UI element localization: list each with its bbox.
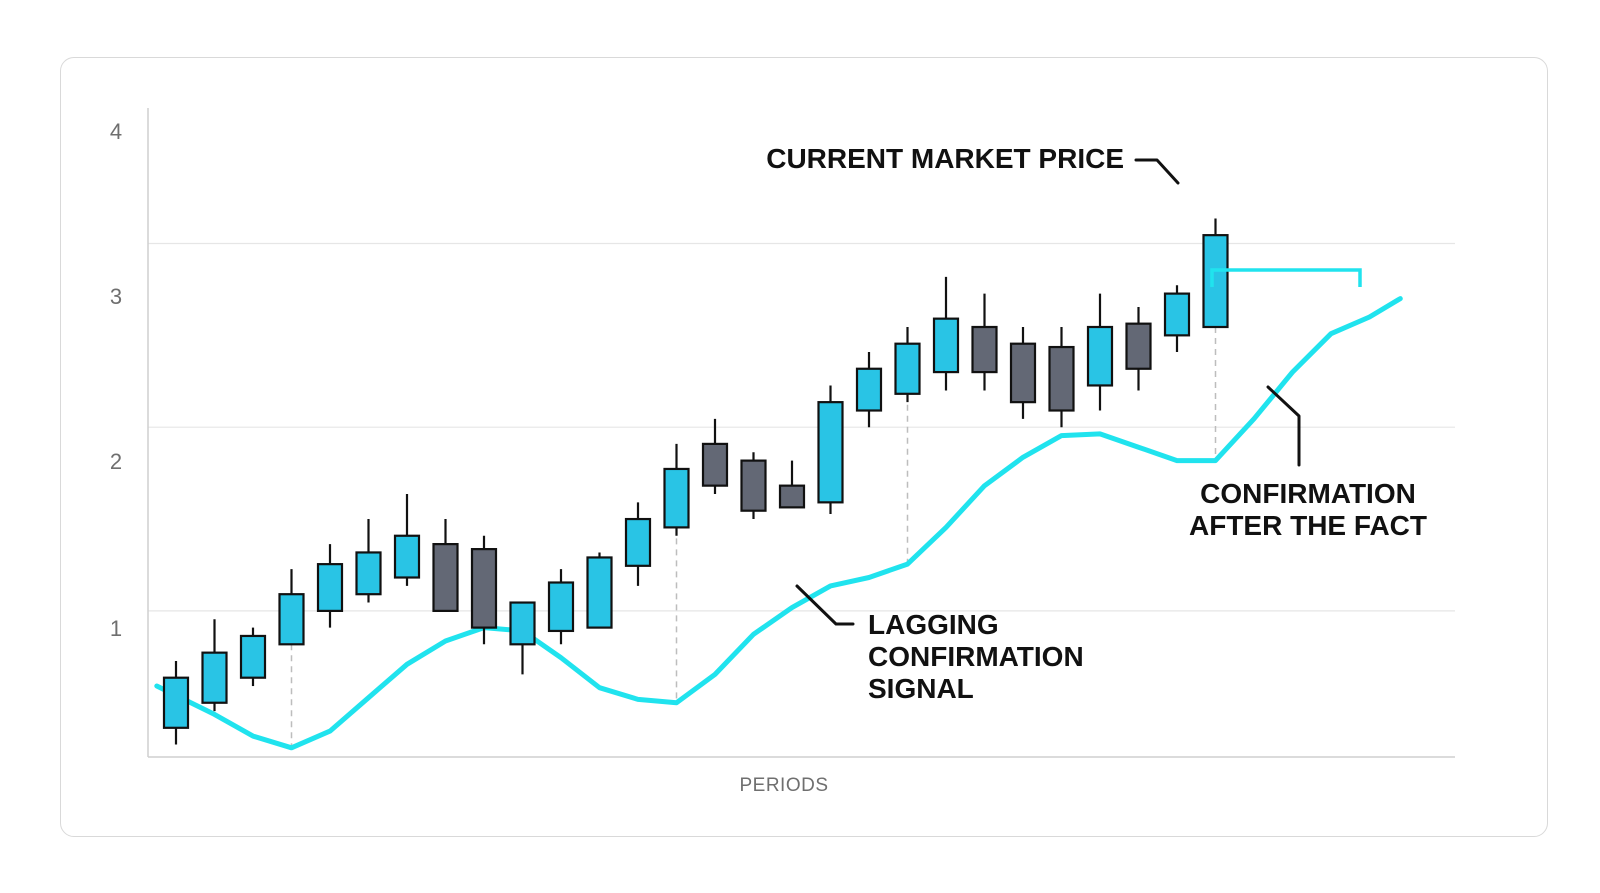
candle: [971, 293, 998, 391]
annotation-confirmation-after-fact-line: AFTER THE FACT: [1189, 510, 1427, 541]
candle-body: [547, 581, 575, 633]
axes: [147, 108, 1455, 758]
lagging-pointer: [795, 584, 855, 626]
candle-body: [509, 601, 536, 646]
candle-body: [278, 593, 305, 646]
candle: [778, 460, 806, 509]
candle: [547, 569, 575, 645]
lagging-line-layer: [154, 296, 1403, 751]
candle-body: [432, 542, 459, 612]
candle: [586, 552, 613, 629]
annotation-lagging-signal-line: CONFIRMATION: [868, 641, 1084, 672]
candle: [1202, 218, 1229, 329]
candle: [239, 627, 267, 687]
dashed-markers: [290, 327, 1217, 748]
candle-body: [393, 534, 421, 579]
candle-body: [663, 467, 690, 529]
candle: [740, 452, 767, 520]
y-tick-labels: 1 2 3 4: [110, 119, 122, 641]
annotation-lagging-signal-line: SIGNAL: [868, 673, 974, 704]
confirmation-bracket: [1210, 268, 1362, 287]
candle: [1125, 306, 1152, 391]
candle-body: [701, 442, 729, 487]
candle: [817, 385, 844, 515]
candle-body: [470, 548, 498, 629]
candle: [624, 502, 652, 586]
candle-body: [1048, 345, 1075, 412]
candle-body: [201, 651, 228, 704]
candle-body: [239, 634, 267, 679]
candle-body: [817, 401, 844, 504]
candle: [201, 619, 228, 712]
candle: [1086, 293, 1114, 411]
candle-body: [855, 367, 883, 412]
candle-body: [740, 459, 767, 512]
candle-body: [778, 484, 806, 509]
candle-body: [1086, 325, 1114, 387]
annotation-lagging-signal-line: LAGGING: [868, 609, 999, 640]
candle-body: [624, 517, 652, 567]
candle-body: [1202, 234, 1229, 329]
candle: [509, 601, 536, 675]
grid-lines: [148, 242, 1455, 612]
candle: [1009, 327, 1037, 419]
y-tick-label: 4: [110, 119, 122, 144]
annotation-confirmation-after-fact-line: CONFIRMATION: [1200, 478, 1416, 509]
candle: [316, 544, 344, 628]
candle: [470, 535, 498, 645]
candle: [701, 418, 729, 494]
candle: [1048, 327, 1075, 428]
candle-body: [355, 551, 382, 596]
x-axis-label: PERIODS: [739, 775, 828, 796]
annotation-pointers: [795, 158, 1362, 626]
confirmation-pointer: [1266, 385, 1301, 467]
current-price-pointer: [1134, 158, 1180, 185]
candle: [1163, 285, 1191, 353]
lagging-line: [154, 296, 1403, 751]
annotation-current-market-price-line: CURRENT MARKET PRICE: [766, 143, 1124, 174]
candle-body: [1009, 342, 1037, 404]
candle-body: [971, 325, 998, 374]
candle: [663, 443, 690, 536]
candle: [278, 569, 305, 646]
candle-body: [932, 317, 960, 374]
candle-body: [586, 556, 613, 629]
candle: [855, 352, 883, 428]
y-tick-label: 1: [110, 616, 122, 641]
candle-body: [1125, 322, 1152, 370]
candle: [355, 519, 382, 603]
y-tick-label: 3: [110, 284, 122, 309]
candle: [432, 519, 459, 612]
candle-body: [1163, 292, 1191, 337]
candle: [393, 494, 421, 586]
candle: [894, 327, 921, 403]
candles: [162, 218, 1229, 745]
candle-body: [894, 342, 921, 395]
candle: [932, 276, 960, 391]
y-tick-label: 2: [110, 449, 122, 474]
candle-body: [162, 676, 190, 729]
candle: [162, 661, 190, 745]
candle-body: [316, 563, 344, 613]
